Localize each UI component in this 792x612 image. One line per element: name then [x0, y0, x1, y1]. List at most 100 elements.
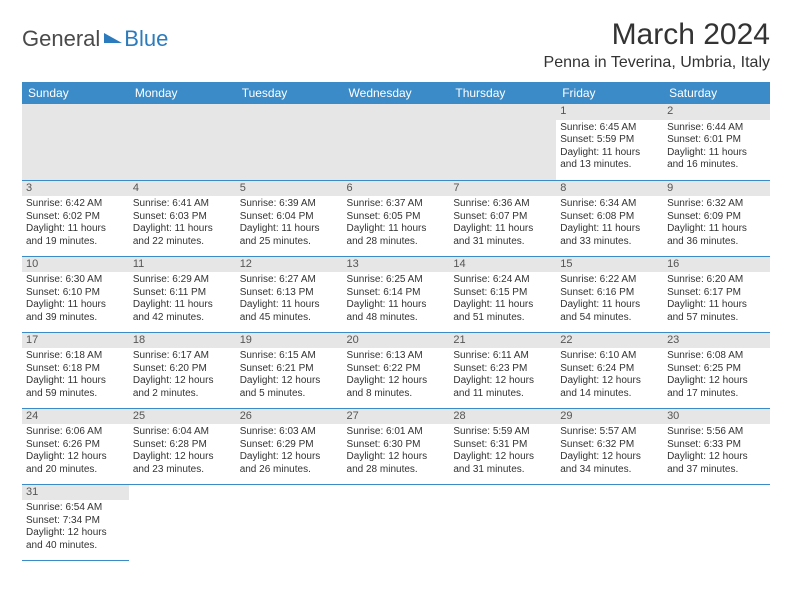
- calendar-day-cell: 11Sunrise: 6:29 AMSunset: 6:11 PMDayligh…: [129, 256, 236, 332]
- calendar-day-cell: 12Sunrise: 6:27 AMSunset: 6:13 PMDayligh…: [236, 256, 343, 332]
- day-info-line: Sunset: 6:25 PM: [667, 363, 766, 376]
- day-number: 22: [556, 333, 663, 349]
- day-info-line: and 31 minutes.: [453, 464, 552, 477]
- day-info-line: and 33 minutes.: [560, 236, 659, 249]
- day-info-line: Sunset: 6:14 PM: [347, 287, 446, 300]
- day-info-line: Sunset: 7:34 PM: [26, 515, 125, 528]
- day-info-line: Sunset: 6:29 PM: [240, 439, 339, 452]
- calendar-day-cell: 28Sunrise: 5:59 AMSunset: 6:31 PMDayligh…: [449, 408, 556, 484]
- day-info-line: Sunrise: 5:57 AM: [560, 426, 659, 439]
- day-info-line: and 39 minutes.: [26, 312, 125, 325]
- day-info-line: Sunset: 6:26 PM: [26, 439, 125, 452]
- day-number: 16: [663, 257, 770, 273]
- day-number: 3: [22, 181, 129, 197]
- day-info-line: and 19 minutes.: [26, 236, 125, 249]
- day-info-line: and 28 minutes.: [347, 236, 446, 249]
- day-info-line: and 20 minutes.: [26, 464, 125, 477]
- logo: General Blue: [22, 26, 168, 52]
- day-info-line: Sunrise: 6:10 AM: [560, 350, 659, 363]
- day-info-line: Sunset: 6:11 PM: [133, 287, 232, 300]
- day-info-line: Sunrise: 6:04 AM: [133, 426, 232, 439]
- calendar-week-row: 3Sunrise: 6:42 AMSunset: 6:02 PMDaylight…: [22, 180, 770, 256]
- day-info-line: Daylight: 11 hours: [347, 299, 446, 312]
- day-number: 9: [663, 181, 770, 197]
- day-info-line: Sunrise: 6:32 AM: [667, 198, 766, 211]
- day-info-line: Sunrise: 6:20 AM: [667, 274, 766, 287]
- day-number: 11: [129, 257, 236, 273]
- day-info-line: Sunrise: 6:06 AM: [26, 426, 125, 439]
- day-info-line: Daylight: 12 hours: [560, 451, 659, 464]
- calendar-day-cell: 1Sunrise: 6:45 AMSunset: 5:59 PMDaylight…: [556, 104, 663, 180]
- day-info-line: Sunset: 6:10 PM: [26, 287, 125, 300]
- day-info-line: Daylight: 11 hours: [133, 299, 232, 312]
- day-info-line: and 48 minutes.: [347, 312, 446, 325]
- day-info-line: Sunset: 6:24 PM: [560, 363, 659, 376]
- day-header: Sunday: [22, 82, 129, 104]
- day-info-line: Sunrise: 6:39 AM: [240, 198, 339, 211]
- day-info-line: Daylight: 11 hours: [453, 223, 552, 236]
- day-info-line: and 22 minutes.: [133, 236, 232, 249]
- day-number: 30: [663, 409, 770, 425]
- day-info-line: Daylight: 12 hours: [453, 451, 552, 464]
- day-info-line: Sunset: 6:30 PM: [347, 439, 446, 452]
- day-number: 17: [22, 333, 129, 349]
- day-number: 4: [129, 181, 236, 197]
- day-info-line: and 5 minutes.: [240, 388, 339, 401]
- day-number: 10: [22, 257, 129, 273]
- day-info-line: Sunrise: 5:56 AM: [667, 426, 766, 439]
- day-info-line: Sunrise: 6:08 AM: [667, 350, 766, 363]
- calendar-day-cell: 3Sunrise: 6:42 AMSunset: 6:02 PMDaylight…: [22, 180, 129, 256]
- calendar-day-cell: 8Sunrise: 6:34 AMSunset: 6:08 PMDaylight…: [556, 180, 663, 256]
- day-info-line: and 54 minutes.: [560, 312, 659, 325]
- calendar-week-row: 17Sunrise: 6:18 AMSunset: 6:18 PMDayligh…: [22, 332, 770, 408]
- day-info-line: and 2 minutes.: [133, 388, 232, 401]
- day-info-line: Daylight: 11 hours: [26, 223, 125, 236]
- day-info-line: Sunrise: 6:44 AM: [667, 122, 766, 135]
- day-info-line: and 23 minutes.: [133, 464, 232, 477]
- day-info-line: Sunrise: 6:45 AM: [560, 122, 659, 135]
- day-number: 24: [22, 409, 129, 425]
- day-header: Tuesday: [236, 82, 343, 104]
- day-info-line: Sunset: 6:32 PM: [560, 439, 659, 452]
- day-info-line: Sunrise: 6:34 AM: [560, 198, 659, 211]
- day-number: 5: [236, 181, 343, 197]
- day-info-line: Sunset: 6:13 PM: [240, 287, 339, 300]
- day-info-line: Daylight: 12 hours: [347, 451, 446, 464]
- day-info-line: Sunrise: 6:42 AM: [26, 198, 125, 211]
- day-info-line: Sunset: 6:20 PM: [133, 363, 232, 376]
- calendar-day-cell: [449, 484, 556, 560]
- logo-triangle-icon: [104, 33, 122, 43]
- calendar-day-cell: 16Sunrise: 6:20 AMSunset: 6:17 PMDayligh…: [663, 256, 770, 332]
- calendar-head: SundayMondayTuesdayWednesdayThursdayFrid…: [22, 82, 770, 104]
- day-info-line: Daylight: 11 hours: [26, 375, 125, 388]
- logo-text-dark: General: [22, 26, 100, 52]
- day-info-line: and 42 minutes.: [133, 312, 232, 325]
- calendar-day-cell: 13Sunrise: 6:25 AMSunset: 6:14 PMDayligh…: [343, 256, 450, 332]
- day-info-line: and 14 minutes.: [560, 388, 659, 401]
- day-info-line: and 8 minutes.: [347, 388, 446, 401]
- calendar-day-cell: 2Sunrise: 6:44 AMSunset: 6:01 PMDaylight…: [663, 104, 770, 180]
- day-info-line: Sunset: 6:05 PM: [347, 211, 446, 224]
- calendar-day-cell: 20Sunrise: 6:13 AMSunset: 6:22 PMDayligh…: [343, 332, 450, 408]
- day-info-line: Daylight: 11 hours: [133, 223, 232, 236]
- day-number: 8: [556, 181, 663, 197]
- day-info-line: Sunrise: 6:41 AM: [133, 198, 232, 211]
- calendar-day-cell: 19Sunrise: 6:15 AMSunset: 6:21 PMDayligh…: [236, 332, 343, 408]
- day-info-line: Daylight: 11 hours: [453, 299, 552, 312]
- day-info-line: Sunrise: 6:22 AM: [560, 274, 659, 287]
- calendar-day-cell: 14Sunrise: 6:24 AMSunset: 6:15 PMDayligh…: [449, 256, 556, 332]
- day-info-line: Sunrise: 6:11 AM: [453, 350, 552, 363]
- day-info-line: Daylight: 11 hours: [560, 147, 659, 160]
- day-info-line: and 17 minutes.: [667, 388, 766, 401]
- day-info-line: Sunrise: 6:17 AM: [133, 350, 232, 363]
- day-info-line: and 25 minutes.: [240, 236, 339, 249]
- day-info-line: and 36 minutes.: [667, 236, 766, 249]
- day-number: 20: [343, 333, 450, 349]
- day-info-line: Daylight: 11 hours: [26, 299, 125, 312]
- day-info-line: Sunrise: 6:15 AM: [240, 350, 339, 363]
- calendar-day-cell: [129, 104, 236, 180]
- day-number: 12: [236, 257, 343, 273]
- day-info-line: and 11 minutes.: [453, 388, 552, 401]
- day-info-line: Sunset: 6:09 PM: [667, 211, 766, 224]
- day-info-line: Daylight: 12 hours: [26, 527, 125, 540]
